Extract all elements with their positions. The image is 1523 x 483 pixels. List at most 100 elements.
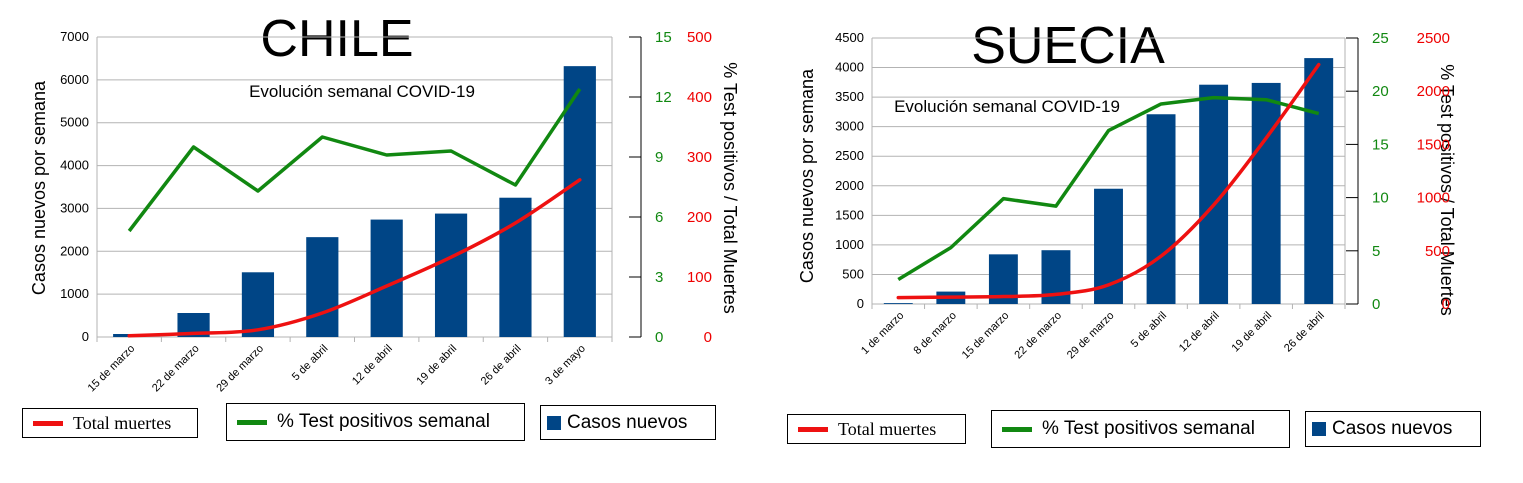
positivity-legend-swatch bbox=[237, 419, 267, 425]
positivity-tick-label: 12 bbox=[655, 89, 672, 106]
deaths-tick-label: 2500 bbox=[1417, 30, 1450, 47]
y-tick-label: 4000 bbox=[60, 158, 89, 173]
x-tick-label: 29 de marzo bbox=[1065, 310, 1117, 362]
deaths-tick-label: 1000 bbox=[1417, 190, 1450, 207]
suecia-legend-cases: Casos nuevos bbox=[1305, 411, 1481, 447]
suecia-y2-axis-label: % Test positivos / Total Muertes bbox=[1437, 64, 1457, 315]
deaths-tick-label: 0 bbox=[1442, 296, 1450, 313]
bar-casos-nuevos bbox=[1251, 82, 1281, 305]
suecia-legend-deaths: Total muertes bbox=[787, 414, 966, 444]
line-positivity bbox=[897, 95, 1320, 282]
positivity-tick-label: 6 bbox=[655, 209, 663, 226]
bar-casos-nuevos bbox=[1146, 114, 1176, 305]
deaths-tick-label: 500 bbox=[687, 29, 712, 46]
bar-casos-nuevos bbox=[883, 303, 913, 304]
x-tick-label: 26 de abril bbox=[479, 343, 524, 388]
positivity-tick-label: 25 bbox=[1372, 30, 1389, 47]
line-deaths bbox=[127, 178, 582, 338]
x-tick-label: 26 de abril bbox=[1282, 310, 1327, 355]
positivity-tick-label: 9 bbox=[655, 149, 663, 166]
x-tick-label: 5 de abril bbox=[290, 343, 330, 383]
y-tick-label: 0 bbox=[857, 296, 864, 311]
deaths-legend-swatch bbox=[33, 420, 63, 426]
legend-label-deaths: Total muertes bbox=[73, 412, 172, 433]
y-tick-label: 3500 bbox=[835, 89, 864, 104]
chile-y2-axis-label: % Test positivos / Total Muertes bbox=[720, 62, 740, 313]
bar-casos-nuevos bbox=[306, 237, 339, 337]
y-tick-label: 500 bbox=[842, 266, 864, 281]
x-tick-label: 19 de abril bbox=[1229, 310, 1274, 355]
chile-subtitle: Evolución semanal COVID-19 bbox=[249, 82, 475, 101]
x-tick-label: 8 de marzo bbox=[912, 310, 959, 357]
y-tick-label: 0 bbox=[82, 329, 89, 344]
legend-label-positivity: % Test positivos semanal bbox=[1042, 418, 1255, 439]
bar-casos-nuevos bbox=[499, 197, 532, 337]
y-tick-label: 5000 bbox=[60, 115, 89, 130]
positivity-tick-label: 0 bbox=[655, 329, 663, 346]
y-tick-label: 1000 bbox=[60, 286, 89, 301]
deaths-tick-label: 500 bbox=[1425, 243, 1450, 260]
x-tick-label: 15 de marzo bbox=[86, 343, 138, 395]
x-tick-label: 12 de abril bbox=[1177, 310, 1222, 355]
x-tick-label: 22 de marzo bbox=[1012, 310, 1064, 362]
positivity-tick-label: 20 bbox=[1372, 83, 1389, 100]
deaths-tick-label: 200 bbox=[687, 209, 712, 226]
y-tick-label: 1500 bbox=[835, 207, 864, 222]
deaths-tick-label: 100 bbox=[687, 269, 712, 286]
y-tick-label: 3000 bbox=[60, 200, 89, 215]
x-tick-label: 5 de abril bbox=[1129, 310, 1169, 350]
y-tick-label: 4500 bbox=[835, 30, 864, 45]
chile-legend-positivity: % Test positivos semanal bbox=[226, 403, 525, 441]
positivity-tick-label: 5 bbox=[1372, 243, 1380, 260]
legend-label-cases: Casos nuevos bbox=[1332, 418, 1453, 439]
y-tick-label: 7000 bbox=[60, 29, 89, 44]
suecia-legend-positivity: % Test positivos semanal bbox=[991, 410, 1290, 448]
positivity-legend-swatch bbox=[1002, 426, 1032, 432]
deaths-tick-label: 400 bbox=[687, 89, 712, 106]
cases-legend-swatch bbox=[1312, 422, 1326, 436]
positivity-tick-label: 3 bbox=[655, 269, 663, 286]
deaths-legend-swatch bbox=[798, 426, 828, 432]
bar-casos-nuevos bbox=[1304, 58, 1334, 304]
y-tick-label: 2000 bbox=[835, 178, 864, 193]
x-tick-label: 12 de abril bbox=[350, 343, 395, 388]
x-tick-label: 1 de marzo bbox=[859, 310, 906, 357]
y-tick-label: 4000 bbox=[835, 60, 864, 75]
line-deaths bbox=[896, 62, 1321, 300]
positivity-tick-label: 0 bbox=[1372, 296, 1380, 313]
chile-legend-deaths: Total muertes bbox=[22, 408, 198, 438]
positivity-tick-label: 15 bbox=[655, 29, 672, 46]
line-positivity bbox=[127, 88, 582, 233]
deaths-tick-label: 1500 bbox=[1417, 136, 1450, 153]
deaths-tick-label: 0 bbox=[704, 329, 712, 346]
suecia-y-axis-label: Casos nuevos por semana bbox=[797, 68, 817, 283]
legend-label-positivity: % Test positivos semanal bbox=[277, 411, 490, 432]
x-tick-label: 3 de mayo bbox=[543, 343, 588, 388]
y-tick-label: 3000 bbox=[835, 119, 864, 134]
suecia-subtitle: Evolución semanal COVID-19 bbox=[894, 97, 1120, 116]
positivity-tick-label: 10 bbox=[1372, 190, 1389, 207]
y-tick-label: 6000 bbox=[60, 72, 89, 87]
cases-legend-swatch bbox=[547, 415, 561, 430]
x-tick-label: 19 de abril bbox=[414, 343, 459, 388]
legend-label-cases: Casos nuevos bbox=[567, 411, 688, 433]
suecia-title: SUECIA bbox=[971, 17, 1165, 75]
x-tick-label: 22 de marzo bbox=[150, 343, 202, 395]
y-tick-label: 2000 bbox=[60, 243, 89, 258]
legend-label-deaths: Total muertes bbox=[838, 418, 937, 439]
deaths-tick-label: 300 bbox=[687, 149, 712, 166]
deaths-tick-label: 2000 bbox=[1417, 83, 1450, 100]
bar-casos-nuevos bbox=[370, 219, 403, 337]
chile-legend-cases: Casos nuevos bbox=[540, 405, 716, 440]
positivity-tick-label: 15 bbox=[1372, 136, 1389, 153]
x-tick-label: 29 de marzo bbox=[214, 343, 266, 395]
chile-title: CHILE bbox=[260, 10, 413, 68]
bar-casos-nuevos bbox=[563, 66, 596, 338]
y-tick-label: 1000 bbox=[835, 237, 864, 252]
chile-y-axis-label: Casos nuevos por semana bbox=[29, 80, 49, 295]
x-tick-label: 15 de marzo bbox=[960, 310, 1012, 362]
bar-casos-nuevos bbox=[434, 213, 468, 337]
